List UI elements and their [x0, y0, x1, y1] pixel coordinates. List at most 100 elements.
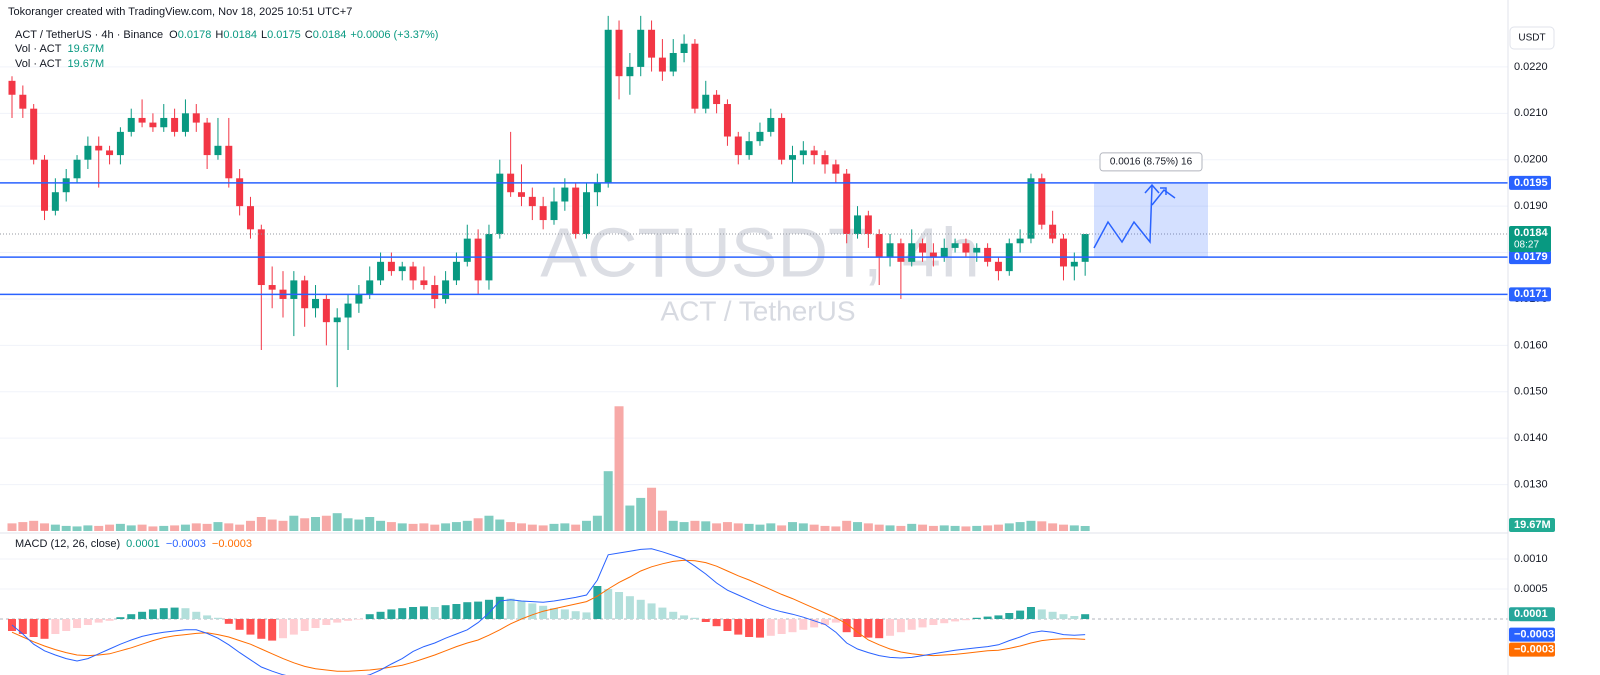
- indicator-value: 19.67M: [67, 58, 104, 70]
- macd-histogram-bar: [1026, 607, 1035, 619]
- volume-bar: [874, 524, 884, 531]
- currency-button-box[interactable]: [1509, 26, 1555, 50]
- candle-body: [615, 29, 623, 77]
- macd-histogram-bar: [1005, 613, 1014, 619]
- macd-histogram-bar: [495, 596, 504, 619]
- candle-body: [778, 117, 786, 160]
- y-tick-label: 0.0005: [1514, 583, 1548, 595]
- candle-body: [734, 136, 742, 156]
- level-tag-label: 0.0195: [1514, 177, 1548, 189]
- volume-bar: [614, 406, 624, 531]
- macd-histogram-bar: [506, 598, 515, 619]
- countdown: 08:27: [1514, 240, 1539, 251]
- volume-bar: [679, 522, 689, 531]
- grid: [0, 66, 1508, 590]
- volume-bar: [419, 523, 429, 531]
- macd-line-value: −0.0003: [166, 538, 206, 550]
- macd-histogram-bar: [972, 617, 981, 619]
- macd-histogram-bar: [745, 619, 754, 637]
- macd-histogram-bar: [73, 619, 82, 628]
- volume-bar: [321, 515, 331, 531]
- volume-bar: [527, 524, 537, 531]
- candle-body: [246, 206, 254, 230]
- candle-body: [929, 252, 937, 258]
- indicator-line: Vol · ACT 19.67M: [15, 43, 104, 55]
- candle-body: [127, 117, 135, 132]
- candle-body: [1070, 261, 1078, 267]
- candle-body: [799, 150, 807, 156]
- candle-body: [19, 94, 27, 109]
- volume-bar: [386, 522, 396, 531]
- macd-histogram-bar: [213, 617, 222, 619]
- candle-body: [474, 238, 482, 281]
- macd-histogram-bar: [311, 619, 320, 628]
- currency-label[interactable]: USDT: [1518, 33, 1545, 44]
- level-tag: [1509, 287, 1551, 302]
- volume-bar: [506, 522, 516, 531]
- volume-bar: [647, 487, 657, 531]
- candle-body: [106, 150, 114, 156]
- volume-bar: [365, 517, 375, 531]
- candle-body: [919, 243, 927, 253]
- projection-path: [1151, 188, 1176, 206]
- volume-bar: [180, 524, 190, 531]
- candle-body: [355, 294, 363, 304]
- macd-histogram-bar: [658, 607, 667, 619]
- candle-body: [984, 247, 992, 262]
- macd-histogram-bar: [354, 619, 363, 620]
- candle-body: [669, 52, 677, 72]
- candle-body: [344, 303, 352, 318]
- candle-body: [517, 192, 525, 197]
- volume-bar: [170, 525, 180, 531]
- candle-body: [452, 261, 460, 281]
- volume-bar: [18, 522, 28, 531]
- y-tick-label: 0.0190: [1514, 200, 1548, 212]
- volume-bar: [625, 505, 635, 531]
- macd-histogram-bar: [625, 596, 634, 619]
- candle-body: [745, 141, 753, 156]
- volume-bar: [571, 524, 581, 531]
- volume-bar: [311, 517, 321, 531]
- candle-body: [84, 145, 92, 160]
- volume-bar: [430, 524, 440, 531]
- volume-bar: [224, 523, 234, 531]
- macd-histogram-bar: [539, 605, 548, 619]
- y-tick-label: 0.0130: [1514, 478, 1548, 490]
- macd-tag: [1509, 627, 1555, 642]
- level-tag: [1509, 175, 1551, 190]
- volume-bar: [961, 526, 971, 531]
- volume-bar: [50, 524, 60, 531]
- macd-histogram-bar: [452, 604, 461, 619]
- volume-bar: [733, 523, 743, 531]
- volume-bar: [61, 525, 71, 531]
- volume-bar: [560, 523, 570, 531]
- volume-bar: [538, 525, 548, 531]
- y-tick-label: 0.0210: [1514, 107, 1548, 119]
- macd-histogram-bar: [788, 619, 797, 633]
- volume-bar: [809, 524, 819, 531]
- y-tick-label: 0.0150: [1514, 386, 1548, 398]
- candle-body: [626, 66, 634, 77]
- volume-bar: [300, 518, 310, 531]
- macd-histogram-bar: [680, 615, 689, 619]
- level-tag-label: 0.0179: [1514, 251, 1548, 263]
- macd-histogram-bar: [875, 619, 884, 639]
- volume-bar: [451, 522, 461, 531]
- candle-body: [637, 29, 645, 67]
- macd-histogram-bar: [1016, 610, 1025, 619]
- volume-bar: [235, 524, 245, 531]
- volume-bar: [668, 520, 678, 531]
- volume-bar: [755, 524, 765, 531]
- macd-histogram-bar: [907, 619, 916, 630]
- candle-body: [409, 266, 417, 281]
- macd-histogram-bar: [1070, 616, 1079, 619]
- candle-body: [875, 233, 883, 258]
- currency-button[interactable]: USDT: [1509, 26, 1555, 50]
- macd-signal-value: −0.0003: [212, 538, 252, 550]
- macd-histogram-bar: [322, 619, 331, 625]
- macd-histogram-bar: [821, 619, 829, 625]
- volume-bar: [636, 497, 646, 531]
- ohlc-value: 0.0184: [313, 29, 347, 41]
